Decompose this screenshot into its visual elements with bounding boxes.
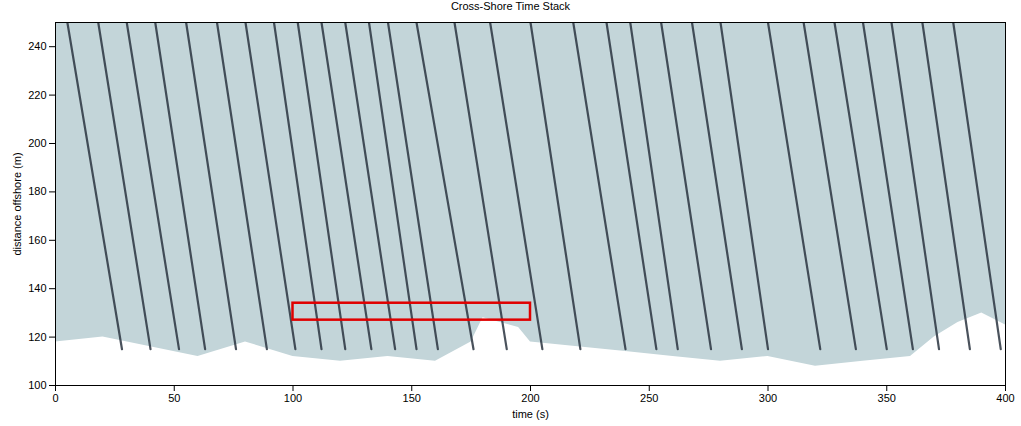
svg-text:350: 350 xyxy=(878,392,896,404)
svg-text:distance offshore (m): distance offshore (m) xyxy=(11,152,23,255)
svg-text:150: 150 xyxy=(403,392,421,404)
svg-text:200: 200 xyxy=(28,137,46,149)
svg-text:50: 50 xyxy=(168,392,180,404)
svg-text:100: 100 xyxy=(28,379,46,391)
svg-text:400: 400 xyxy=(996,392,1014,404)
html-text:Cross-Shore Time Stack: Cross-Shore Time Stack xyxy=(450,0,571,12)
svg-text:200: 200 xyxy=(521,392,539,404)
svg-text:0: 0 xyxy=(52,392,58,404)
svg-text:120: 120 xyxy=(28,331,46,343)
svg-text:300: 300 xyxy=(759,392,777,404)
svg-text:250: 250 xyxy=(640,392,658,404)
svg-text:180: 180 xyxy=(28,185,46,197)
svg-text:time (s): time (s) xyxy=(512,408,549,420)
svg-text:100: 100 xyxy=(284,392,302,404)
svg-text:220: 220 xyxy=(28,89,46,101)
svg-text:140: 140 xyxy=(28,282,46,294)
svg-text:160: 160 xyxy=(28,234,46,246)
svg-text:240: 240 xyxy=(28,40,46,52)
